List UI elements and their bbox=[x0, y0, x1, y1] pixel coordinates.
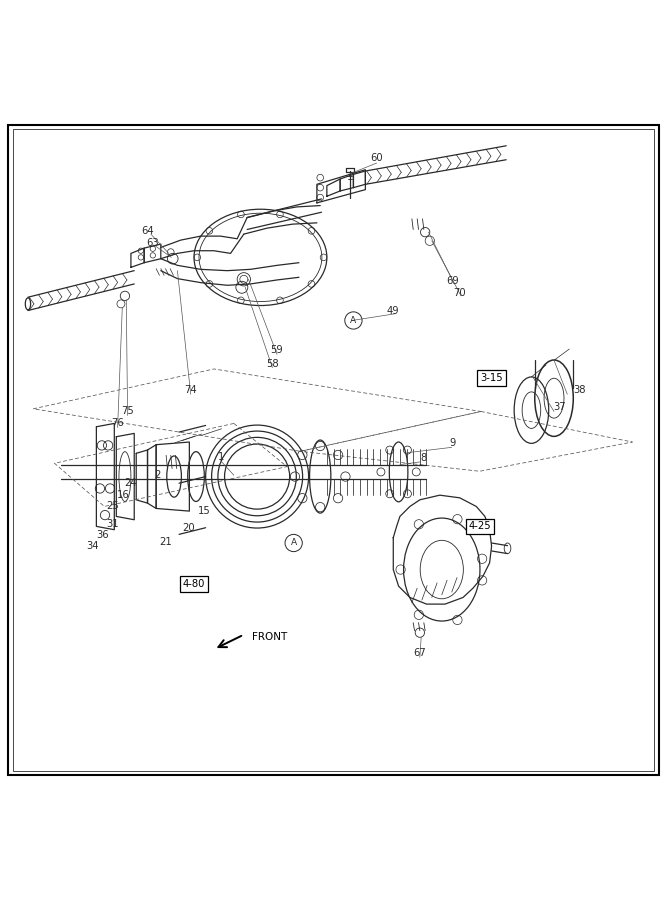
Text: 1: 1 bbox=[217, 452, 223, 462]
Text: 16: 16 bbox=[117, 491, 129, 500]
Text: 74: 74 bbox=[184, 385, 197, 395]
Text: 8: 8 bbox=[420, 453, 426, 463]
Text: 9: 9 bbox=[450, 438, 456, 448]
Text: FRONT: FRONT bbox=[253, 633, 287, 643]
Text: 67: 67 bbox=[414, 648, 426, 658]
Text: 3-15: 3-15 bbox=[480, 374, 503, 383]
Text: 31: 31 bbox=[106, 519, 119, 529]
Text: 58: 58 bbox=[266, 359, 279, 369]
Text: 36: 36 bbox=[97, 530, 109, 540]
Text: 4-25: 4-25 bbox=[468, 521, 491, 531]
Text: 21: 21 bbox=[159, 536, 173, 546]
Text: 63: 63 bbox=[147, 238, 159, 248]
Text: 15: 15 bbox=[197, 506, 210, 516]
Text: 25: 25 bbox=[106, 501, 119, 511]
Text: 20: 20 bbox=[182, 523, 195, 533]
Text: 76: 76 bbox=[111, 418, 124, 428]
Text: 34: 34 bbox=[86, 541, 99, 552]
Text: 49: 49 bbox=[387, 305, 400, 316]
Text: A: A bbox=[291, 538, 297, 547]
Text: 75: 75 bbox=[121, 407, 134, 417]
Text: 70: 70 bbox=[454, 288, 466, 298]
Text: A: A bbox=[350, 316, 356, 325]
Text: 2: 2 bbox=[154, 470, 161, 480]
Text: 69: 69 bbox=[447, 275, 460, 285]
Text: 24: 24 bbox=[125, 478, 137, 488]
Text: 38: 38 bbox=[573, 385, 586, 395]
Text: 37: 37 bbox=[553, 401, 566, 412]
Text: 59: 59 bbox=[271, 346, 283, 356]
Text: 4-80: 4-80 bbox=[183, 580, 205, 590]
Text: 64: 64 bbox=[141, 226, 154, 236]
Text: 60: 60 bbox=[370, 153, 383, 163]
